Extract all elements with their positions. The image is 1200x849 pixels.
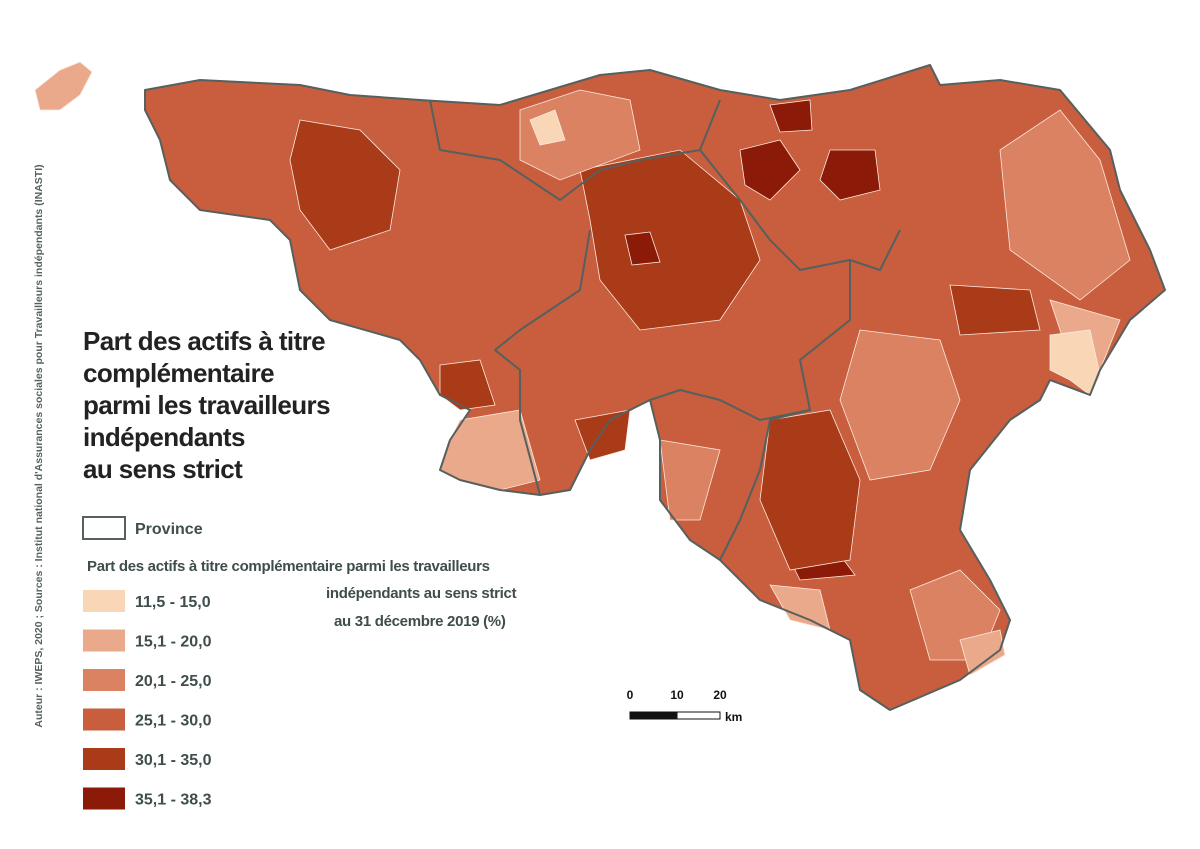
map-title: Part des actifs à titre: [83, 326, 325, 356]
legend-swatch: [83, 748, 125, 770]
map-title: indépendants: [83, 422, 245, 452]
province-border: [649, 260, 851, 421]
province-border: [719, 409, 811, 561]
legend-swatch: [83, 787, 125, 810]
region: [34, 61, 93, 111]
legend-swatch: [83, 708, 125, 731]
region: [439, 359, 496, 411]
province-border: [699, 149, 901, 271]
legend-province: Province: [135, 521, 203, 538]
legend-swatch: [83, 629, 125, 652]
region: [624, 231, 661, 266]
scale-segment: [676, 711, 721, 720]
province-border: [429, 99, 721, 201]
scale-unit: km: [725, 710, 742, 724]
region: [999, 109, 1131, 301]
region: [659, 439, 721, 521]
credit: Auteur : IWEPS, 2020 ; Sources : Institu…: [33, 164, 45, 727]
region: [759, 409, 861, 571]
legend-title: indépendants au sens strict: [326, 585, 517, 602]
region: [579, 149, 761, 331]
legend-label: 15,1 - 20,0: [135, 634, 212, 651]
scale-label: 10: [670, 688, 684, 702]
legend-title: Part des actifs à titre complémentaire p…: [87, 558, 490, 575]
legend-swatch: [83, 590, 125, 612]
region: [819, 149, 881, 201]
region: [769, 99, 813, 133]
province-border: [494, 229, 591, 496]
map-title: complémentaire: [83, 358, 274, 388]
region: [949, 284, 1041, 336]
legend-swatch: [83, 669, 125, 691]
region: [959, 629, 1006, 676]
scale-segment: [629, 711, 678, 720]
scale-bar: 0 10 20 km: [627, 688, 743, 724]
region: [574, 409, 631, 461]
legend-label: 30,1 - 35,0: [135, 752, 212, 769]
region: [839, 329, 961, 481]
province-border: [144, 64, 1166, 711]
legend-classes: 11,5 - 15,0 15,1 - 20,0 20,1 - 25,0 25,1 - …: [83, 590, 212, 810]
region: [529, 109, 566, 146]
legend-label: 20,1 - 25,0: [135, 673, 212, 690]
scale-label: 0: [627, 688, 634, 702]
region: [739, 139, 801, 201]
map: [34, 61, 1166, 711]
map-title: au sens strict: [83, 454, 243, 484]
region: [289, 119, 401, 251]
legend-label: 11,5 - 15,0: [135, 594, 211, 611]
legend-label: 25,1 - 30,0: [135, 713, 212, 730]
legend-title: au 31 décembre 2019 (%): [334, 613, 506, 630]
scale-label: 20: [713, 688, 727, 702]
map-title: parmi les travailleurs: [83, 390, 330, 420]
legend-label: 35,1 - 38,3: [135, 792, 212, 809]
province-swatch: [82, 516, 126, 540]
